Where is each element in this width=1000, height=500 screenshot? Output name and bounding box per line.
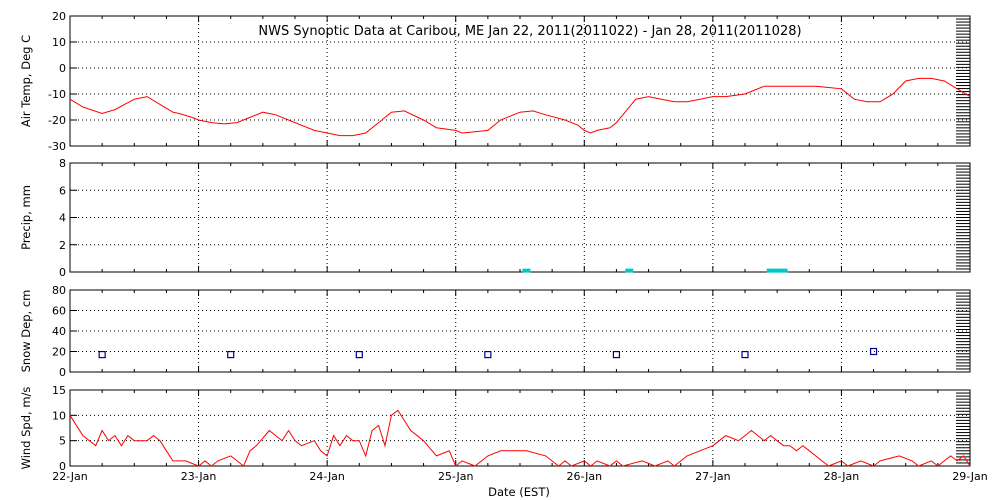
snow-point: [227, 350, 235, 359]
y-tick-label: 10: [52, 409, 66, 422]
y-tick-label: 0: [59, 62, 66, 75]
chart-title: NWS Synoptic Data at Caribou, ME Jan 22,…: [258, 24, 801, 39]
x-tick-label: 28-Jan: [824, 470, 860, 483]
series-line: [69, 77, 971, 137]
series-line: [69, 409, 971, 467]
panels-group: -30 -20 -10 0 10 20 Air Temp, Deg C 0 2 4 6 8 Precip…: [19, 10, 988, 483]
x-tick-label: 27-Jan: [695, 470, 731, 483]
y-tick-label: 4: [59, 212, 66, 225]
x-axis-label: Date (EST): [488, 485, 550, 499]
y-tick-label: 10: [52, 36, 66, 49]
y-tick-label: 5: [59, 435, 66, 448]
x-tick-label: 25-Jan: [438, 470, 474, 483]
y-tick-label: 0: [59, 266, 66, 279]
y-tick-label: 8: [59, 157, 66, 170]
precip-bar: [766, 268, 775, 273]
y-tick-label: 20: [52, 346, 66, 359]
snow-point: [741, 350, 749, 359]
x-tick-label: 24-Jan: [309, 470, 345, 483]
panel-precip: 0 2 4 6 8 Precip, mm: [19, 157, 971, 279]
x-tick-label: 29-Jan: [952, 470, 988, 483]
y-axis-label: Snow Dep, cm: [19, 290, 33, 373]
precip-bar: [625, 268, 634, 273]
panel-frame: [69, 162, 971, 273]
panel-frame: [69, 289, 971, 373]
panel-snow: 0 20 40 60 80 Snow Dep, cm: [19, 284, 971, 379]
y-tick-label: 0: [59, 366, 66, 379]
panel-frame: [69, 15, 971, 147]
x-tick-label: 23-Jan: [181, 470, 217, 483]
y-axis-label: Wind Spd, m/s: [19, 387, 33, 470]
y-axis-label: Precip, mm: [19, 185, 33, 250]
y-tick-label: 6: [59, 184, 66, 197]
y-axis-label: Air Temp, Deg C: [19, 35, 33, 127]
snow-point: [484, 350, 492, 359]
snow-point: [612, 350, 621, 359]
panel-frame: [69, 389, 971, 467]
y-tick-label: 40: [52, 325, 66, 338]
y-tick-label: -30: [48, 140, 66, 153]
snow-point: [869, 347, 878, 356]
snow-point: [355, 350, 363, 359]
snow-point: [98, 350, 106, 359]
y-tick-label: -20: [48, 114, 66, 127]
precip-bar: [773, 268, 782, 273]
x-tick-label: 26-Jan: [567, 470, 603, 483]
y-tick-label: 20: [52, 10, 66, 23]
y-tick-label: -10: [48, 88, 66, 101]
y-tick-label: 2: [59, 239, 66, 252]
precip-bar: [779, 268, 788, 273]
y-tick-label: 60: [52, 305, 66, 318]
y-tick-label: 80: [52, 284, 66, 297]
panel-temp: -30 -20 -10 0 10 20 Air Temp, Deg C: [19, 10, 971, 153]
x-tick-label: 22-Jan: [52, 470, 88, 483]
y-tick-label: 0: [59, 460, 66, 473]
panel-wind: 0 5 10 15 Wind Spd, m/s: [19, 384, 971, 473]
precip-bar: [522, 268, 531, 273]
y-tick-label: 15: [52, 384, 66, 397]
